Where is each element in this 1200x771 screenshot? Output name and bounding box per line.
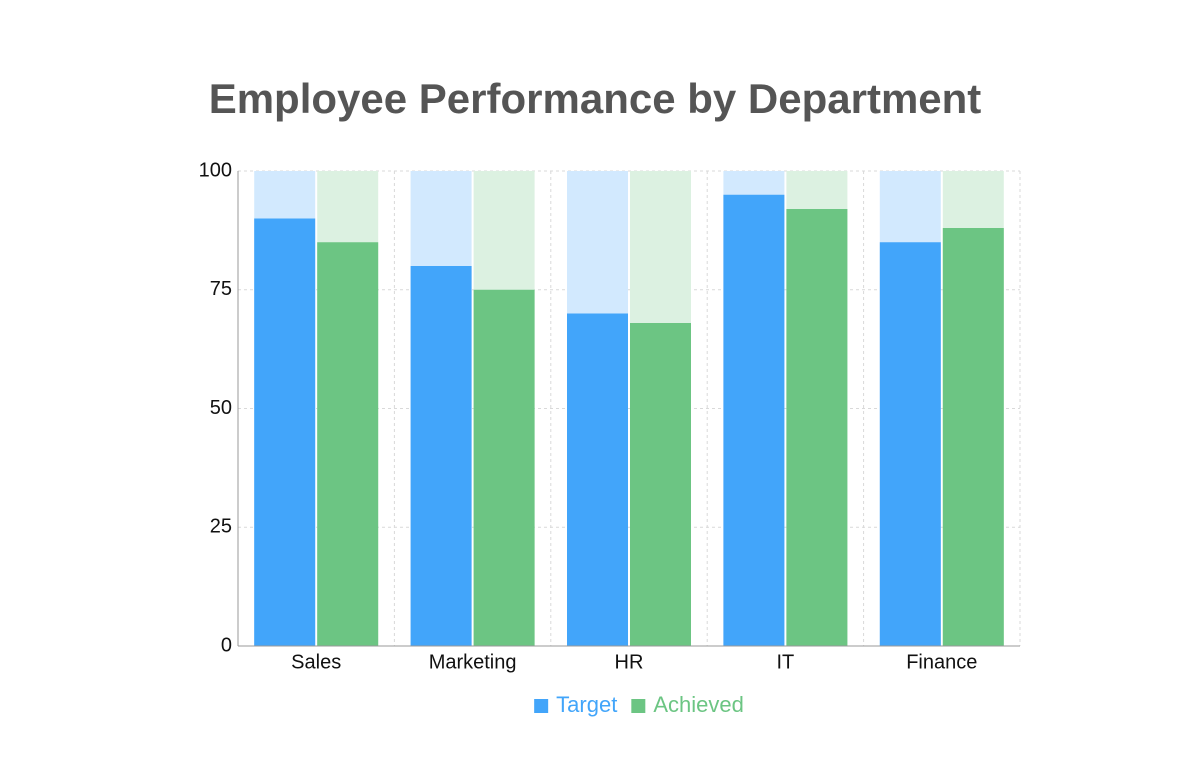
y-tick-label: 50 — [210, 397, 232, 419]
bar — [942, 228, 1004, 646]
legend-label[interactable]: Achieved — [653, 692, 744, 717]
bar — [317, 242, 379, 646]
bar — [473, 289, 535, 646]
legend-label[interactable]: Target — [556, 692, 617, 717]
y-tick-label: 100 — [199, 159, 232, 181]
y-tick-label: 75 — [210, 278, 232, 300]
x-tick-label: Finance — [906, 651, 977, 673]
bar — [410, 266, 472, 646]
chart-title: Employee Performance by Department — [209, 75, 982, 122]
x-tick-label: IT — [777, 651, 795, 673]
legend-swatch[interactable] — [631, 699, 646, 713]
bar — [567, 313, 628, 646]
y-tick-label: 0 — [221, 634, 232, 656]
x-tick-label: Sales — [291, 651, 341, 673]
y-tick-label: 25 — [210, 516, 232, 538]
bar — [786, 209, 848, 646]
bar — [254, 218, 316, 646]
bar — [630, 323, 691, 646]
x-tick-label: HR — [615, 651, 644, 673]
bar — [879, 242, 941, 646]
legend-swatch[interactable] — [534, 699, 549, 713]
x-tick-label: Marketing — [429, 651, 517, 673]
bar — [723, 194, 785, 646]
